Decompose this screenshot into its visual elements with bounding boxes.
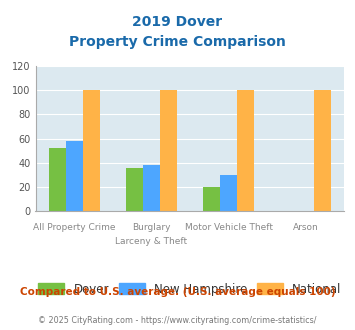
Text: All Property Crime: All Property Crime	[33, 223, 115, 232]
Text: Burglary: Burglary	[132, 223, 170, 232]
Bar	[126, 168, 143, 211]
Bar	[66, 141, 83, 211]
Bar	[203, 187, 220, 211]
Bar	[49, 148, 66, 211]
Bar	[314, 90, 331, 211]
Text: © 2025 CityRating.com - https://www.cityrating.com/crime-statistics/: © 2025 CityRating.com - https://www.city…	[38, 316, 317, 325]
Legend: Dover, New Hampshire, National: Dover, New Hampshire, National	[33, 278, 346, 301]
Bar	[83, 90, 100, 211]
Text: Motor Vehicle Theft: Motor Vehicle Theft	[185, 223, 273, 232]
Text: Arson: Arson	[293, 223, 319, 232]
Bar	[220, 175, 237, 211]
Text: Compared to U.S. average. (U.S. average equals 100): Compared to U.S. average. (U.S. average …	[20, 287, 335, 297]
Bar	[143, 165, 160, 211]
Text: Property Crime Comparison: Property Crime Comparison	[69, 35, 286, 49]
Bar	[237, 90, 254, 211]
Text: Larceny & Theft: Larceny & Theft	[115, 237, 187, 246]
Text: 2019 Dover: 2019 Dover	[132, 15, 223, 29]
Bar	[160, 90, 177, 211]
